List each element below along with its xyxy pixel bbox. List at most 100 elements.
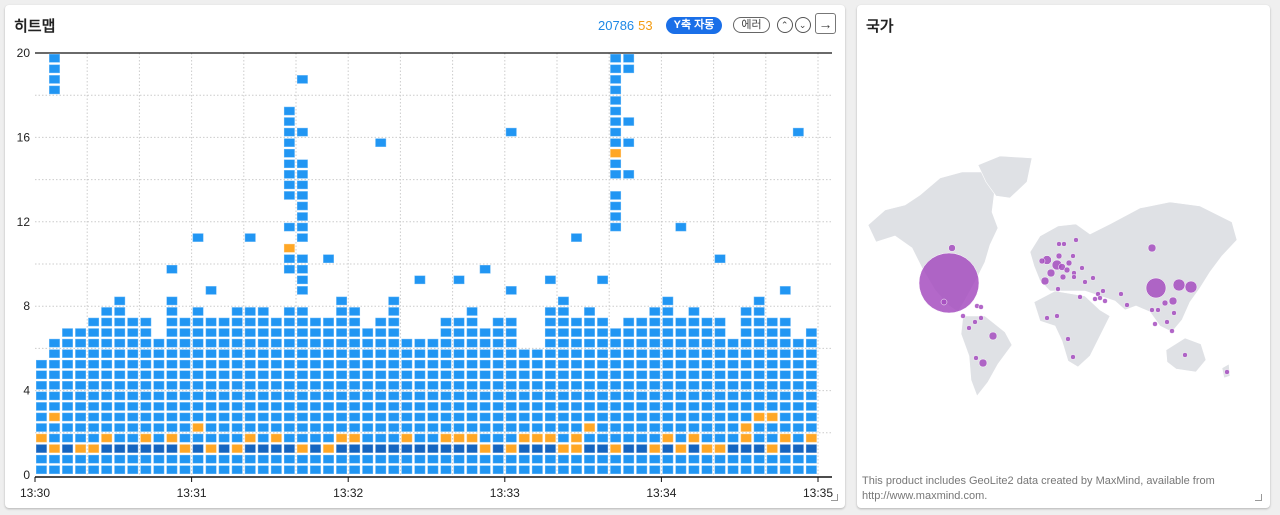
heatmap-cell: [231, 412, 244, 422]
heatmap-cell: [244, 317, 257, 327]
heatmap-cell: [205, 327, 217, 338]
heatmap-cell: [61, 359, 74, 370]
heatmap-cell: [218, 454, 231, 464]
country-bubble: [1118, 291, 1124, 297]
heatmap-cell: [766, 401, 779, 412]
resize-handle-icon[interactable]: [831, 494, 838, 501]
heatmap-cell: [792, 348, 805, 359]
heatmap-cell: [622, 370, 635, 380]
heatmap-cell: [87, 327, 100, 338]
heatmap-cell: [192, 391, 204, 401]
heatmap-cell: [792, 338, 805, 348]
heatmap-cell: [139, 338, 152, 348]
heatmap-cell: [218, 338, 231, 348]
heatmap-cell: [479, 359, 492, 370]
heatmap-chart[interactable]: 13:30 13:31 13:32 13:33 13:34 13:35 0 4 8 12 16 20: [0, 0, 845, 510]
heatmap-cell: [727, 391, 740, 401]
heatmap-cell: [609, 380, 622, 391]
heatmap-cell: [139, 370, 152, 380]
heatmap-cell: [544, 317, 557, 327]
heatmap-cell: [583, 433, 596, 443]
heatmap-cell: [309, 380, 322, 391]
heatmap-cell: [661, 422, 674, 433]
heatmap-cell: [688, 348, 700, 359]
heatmap-cell: [466, 359, 478, 370]
heatmap-cell: [544, 306, 557, 317]
heatmap-cell: [531, 422, 544, 433]
heatmap-cell: [218, 401, 231, 412]
heatmap-cell: [361, 370, 374, 380]
heatmap-cell: [753, 306, 766, 317]
heatmap-cell-dense: [635, 443, 648, 454]
heatmap-cell: [766, 359, 779, 370]
heatmap-cell: [570, 359, 583, 370]
heatmap-cell: [309, 359, 322, 370]
heatmap-cell: [244, 464, 257, 475]
heatmap-cell: [74, 327, 87, 338]
heatmap-cell-error: [479, 443, 492, 454]
heatmap-cell-error: [100, 433, 113, 443]
heatmap-cell: [466, 327, 478, 338]
heatmap-cell: [635, 359, 648, 370]
y-axis-auto-toggle[interactable]: Y축 자동: [665, 16, 723, 34]
heatmap-cell: [622, 464, 635, 475]
heatmap-cell: [557, 306, 570, 317]
heatmap-cell: [296, 306, 309, 317]
heatmap-cell: [505, 422, 518, 433]
heatmap-cell: [361, 359, 374, 370]
heatmap-cell: [113, 359, 126, 370]
heatmap-cell: [740, 454, 753, 464]
heatmap-cell: [179, 464, 191, 475]
heatmap-cell: [453, 275, 465, 285]
heatmap-cell: [779, 348, 792, 359]
heatmap-cell: [374, 317, 387, 327]
country-bubble: [1065, 336, 1071, 342]
heatmap-cell: [309, 464, 322, 475]
heatmap-cell: [152, 391, 165, 401]
heatmap-cell: [413, 412, 426, 422]
heatmap-cell: [296, 380, 309, 391]
heatmap-cell-error: [570, 433, 583, 443]
heatmap-cell: [283, 380, 296, 391]
maxmind-link[interactable]: http://www.maxmind.com.: [862, 490, 988, 502]
heatmap-cell: [505, 359, 518, 370]
heatmap-cell: [113, 422, 126, 433]
heatmap-cell: [753, 464, 766, 475]
heatmap-cell-error: [674, 443, 687, 454]
heatmap-cell: [61, 380, 74, 391]
heatmap-cell: [479, 454, 492, 464]
heatmap-cell: [335, 317, 348, 327]
heatmap-cell: [348, 327, 361, 338]
heatmap-cell: [661, 464, 674, 475]
heatmap-cell: [492, 317, 505, 327]
heatmap-cell: [714, 380, 726, 391]
heatmap-cell: [792, 370, 805, 380]
heatmap-cell: [257, 359, 270, 370]
chevron-down-circle-icon[interactable]: ⌄: [794, 17, 811, 33]
heatmap-cell: [674, 359, 687, 370]
heatmap-cell: [609, 137, 622, 148]
chevron-up-circle-icon[interactable]: ⌃: [776, 17, 793, 33]
arrow-right-icon[interactable]: →: [815, 13, 836, 34]
resize-handle-icon[interactable]: [1255, 494, 1262, 501]
heatmap-cell: [387, 306, 400, 317]
heatmap-cell: [126, 370, 139, 380]
heatmap-cell: [492, 433, 505, 443]
heatmap-cell: [192, 464, 204, 475]
heatmap-cell: [648, 464, 661, 475]
heatmap-cell: [622, 169, 635, 180]
country-bubble: [1044, 315, 1050, 321]
heatmap-cell: [152, 359, 165, 370]
heatmap-cell: [609, 95, 622, 106]
heatmap-cell: [570, 412, 583, 422]
heatmap-cell: [805, 454, 818, 464]
heatmap-cell: [609, 391, 622, 401]
world-map[interactable]: [857, 5, 1270, 508]
heatmap-cell: [257, 422, 270, 433]
heatmap-cell: [257, 433, 270, 443]
heatmap-cell: [348, 464, 361, 475]
heatmap-cell-dense: [309, 443, 322, 454]
heatmap-cell: [348, 380, 361, 391]
error-filter-button[interactable]: 에러: [733, 17, 770, 33]
heatmap-cell: [179, 327, 191, 338]
